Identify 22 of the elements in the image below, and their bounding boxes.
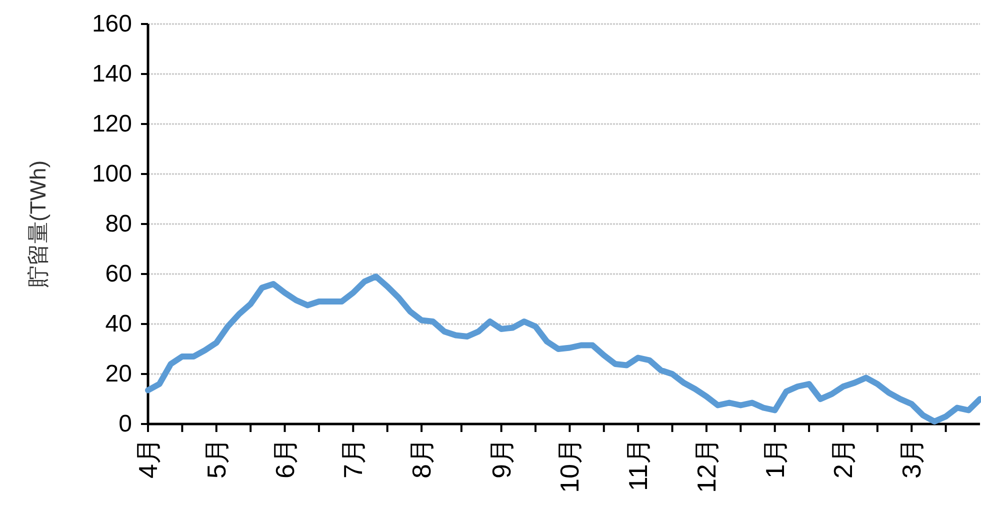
- y-tick-label: 120: [92, 110, 132, 138]
- x-tick-label: 9月: [486, 438, 516, 478]
- y-tick-label: 80: [105, 210, 132, 238]
- x-tick-label: 6月: [270, 438, 300, 478]
- y-tick-label: 160: [92, 10, 132, 38]
- x-tick-label: 7月: [338, 438, 368, 478]
- y-tick-label: 100: [92, 160, 132, 188]
- y-tick-label: 40: [105, 310, 132, 338]
- x-tick-label: 1月: [760, 438, 790, 478]
- x-tick-label: 12月: [691, 438, 722, 493]
- x-tick-label: 3月: [896, 438, 927, 478]
- y-tick-label: 140: [92, 60, 132, 88]
- x-tick-label: 5月: [201, 438, 232, 478]
- x-tick-label: 11月: [623, 438, 654, 491]
- y-axis-title: 貯留量(TWh): [26, 160, 50, 288]
- y-tick-label: 0: [118, 410, 132, 438]
- x-tick-label: 2月: [828, 438, 858, 478]
- y-tick-label: 20: [105, 360, 132, 388]
- x-tick-label: 8月: [406, 438, 437, 478]
- x-tick-label: 10月: [554, 438, 585, 493]
- x-tick-label: 4月: [133, 438, 163, 478]
- y-tick-label: 60: [105, 260, 132, 288]
